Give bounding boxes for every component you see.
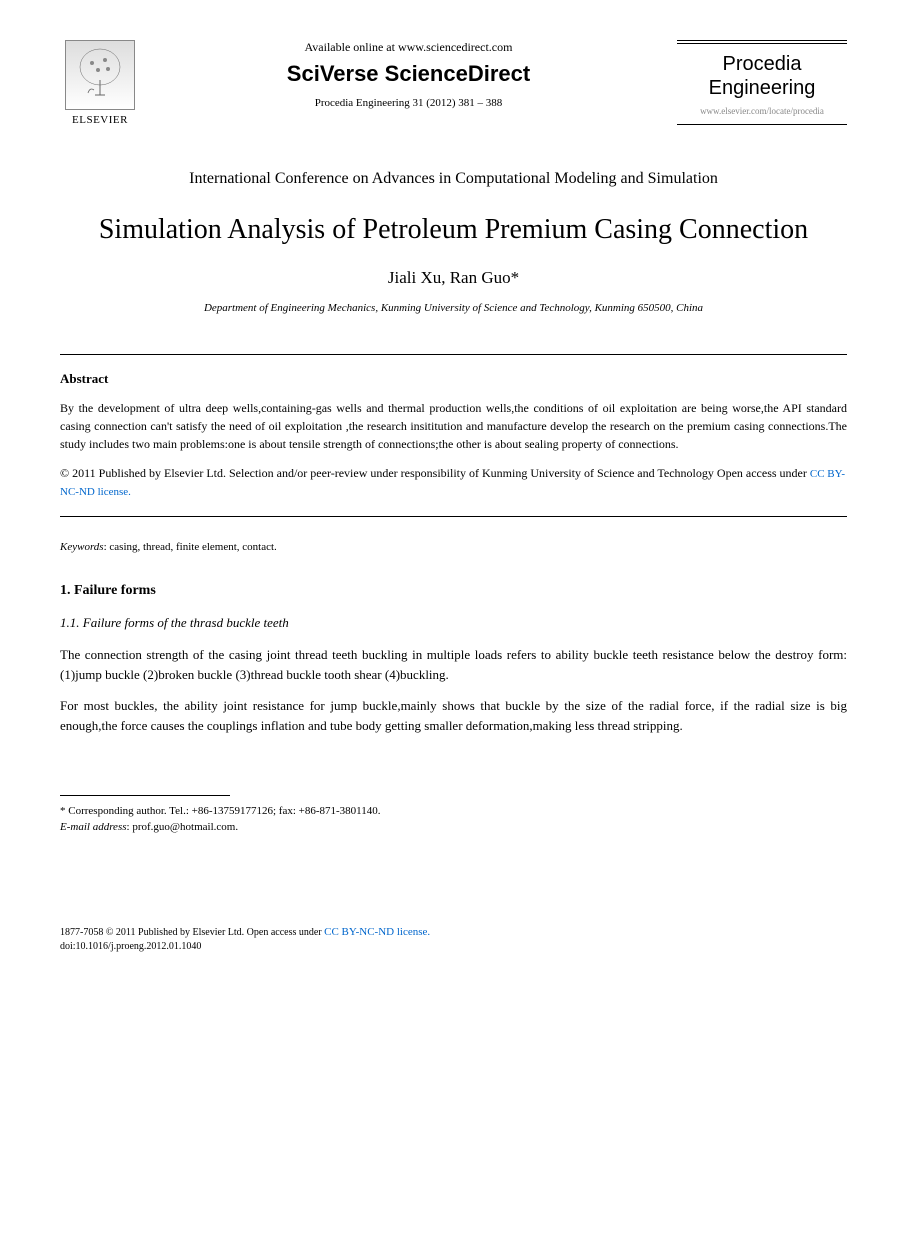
elsevier-logo: ELSEVIER bbox=[60, 40, 140, 130]
abstract-heading: Abstract bbox=[60, 371, 847, 387]
footer-line-1: 1877-7058 © 2011 Published by Elsevier L… bbox=[60, 925, 847, 940]
journal-reference: Procedia Engineering 31 (2012) 381 – 388 bbox=[155, 97, 662, 109]
open-access-label: Open access under bbox=[717, 466, 810, 480]
elsevier-tree-icon bbox=[65, 40, 135, 110]
email-label: E-mail address bbox=[60, 821, 127, 833]
elsevier-label: ELSEVIER bbox=[72, 114, 128, 126]
abstract-text: By the development of ultra deep wells,c… bbox=[60, 399, 847, 453]
center-header: Available online at www.sciencedirect.co… bbox=[140, 40, 677, 109]
procedia-title-line1: Procedia bbox=[677, 52, 847, 76]
footnote-separator bbox=[60, 795, 230, 796]
issn-copyright: 1877-7058 © 2011 Published by Elsevier L… bbox=[60, 927, 244, 938]
conference-name: International Conference on Advances in … bbox=[60, 170, 847, 188]
body-paragraph-2: For most buckles, the ability joint resi… bbox=[60, 696, 847, 735]
footnote-block: * Corresponding author. Tel.: +86-137591… bbox=[60, 804, 847, 835]
footer-license-link[interactable]: CC BY-NC-ND license. bbox=[324, 926, 430, 938]
available-online-text: Available online at www.sciencedirect.co… bbox=[155, 40, 662, 55]
paper-title: Simulation Analysis of Petroleum Premium… bbox=[60, 212, 847, 248]
keywords-line: Keywords: casing, thread, finite element… bbox=[60, 541, 847, 553]
email-value: : prof.guo@hotmail.com. bbox=[127, 821, 239, 833]
procedia-url: www.elsevier.com/locate/procedia bbox=[677, 106, 847, 116]
section-1-heading: 1. Failure forms bbox=[60, 583, 847, 599]
copyright-text: © 2011 Published by Elsevier Ltd. Select… bbox=[60, 465, 847, 500]
doi: doi:10.1016/j.proeng.2012.01.1040 bbox=[60, 940, 847, 954]
procedia-journal-box: Procedia Engineering www.elsevier.com/lo… bbox=[677, 40, 847, 125]
abstract-section: Abstract By the development of ultra dee… bbox=[60, 354, 847, 517]
section-1-1-heading: 1.1. Failure forms of the thrasd buckle … bbox=[60, 615, 847, 631]
email-line: E-mail address: prof.guo@hotmail.com. bbox=[60, 820, 847, 835]
authors: Jiali Xu, Ran Guo* bbox=[60, 268, 847, 288]
keywords-label: Keywords bbox=[60, 541, 104, 553]
affiliation: Department of Engineering Mechanics, Kun… bbox=[60, 302, 847, 314]
page-header: ELSEVIER Available online at www.science… bbox=[60, 40, 847, 130]
page-footer: 1877-7058 © 2011 Published by Elsevier L… bbox=[60, 925, 847, 954]
procedia-title-line2: Engineering bbox=[677, 76, 847, 100]
copyright-main: © 2011 Published by Elsevier Ltd. Select… bbox=[60, 466, 714, 480]
footer-open-access: Open access under bbox=[247, 927, 324, 938]
body-paragraph-1: The connection strength of the casing jo… bbox=[60, 645, 847, 684]
corresponding-author: * Corresponding author. Tel.: +86-137591… bbox=[60, 804, 847, 819]
sciverse-brand: SciVerse ScienceDirect bbox=[155, 61, 662, 87]
keywords-text: : casing, thread, finite element, contac… bbox=[104, 541, 277, 553]
